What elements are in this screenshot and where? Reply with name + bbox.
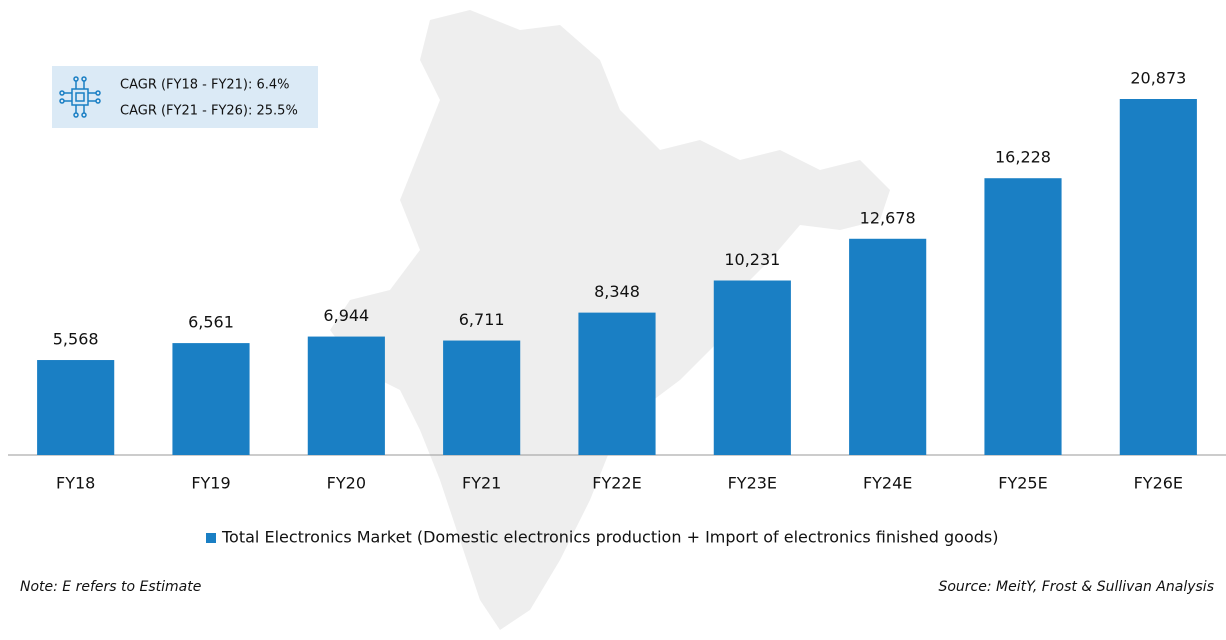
annotation: CAGR (FY21 - FY26): 25.5% <box>120 104 298 119</box>
bar <box>984 178 1062 456</box>
annotation-box <box>52 66 318 128</box>
x-tick-label: FY25E <box>998 474 1047 493</box>
x-tick-label: FY23E <box>728 474 777 493</box>
bar <box>713 280 791 455</box>
annotation: CAGR (FY18 - FY21): 6.4% <box>120 78 290 93</box>
data-label: 10,231 <box>724 250 780 269</box>
x-tick-label: FY26E <box>1134 474 1183 493</box>
x-tick-label: FY21 <box>462 474 501 493</box>
bar <box>1119 99 1197 455</box>
data-label: 8,348 <box>594 282 640 301</box>
bar <box>307 336 385 455</box>
data-label: 12,678 <box>860 208 916 227</box>
data-label: 20,873 <box>1130 69 1186 88</box>
bar <box>37 360 115 455</box>
x-tick-label: FY22E <box>592 474 641 493</box>
data-label: 6,944 <box>323 306 369 325</box>
note: Note: E refers to Estimate <box>20 579 201 595</box>
chip-icon <box>59 76 101 118</box>
bar <box>578 312 656 455</box>
data-label: 6,561 <box>188 313 234 332</box>
x-tick-label: FY18 <box>56 474 95 493</box>
x-tick-label: FY24E <box>863 474 912 493</box>
legend-label: Total Electronics Market (Domestic elect… <box>221 528 998 547</box>
x-tick-label: FY20 <box>327 474 366 493</box>
data-label: 5,568 <box>53 330 99 349</box>
bar <box>849 238 927 455</box>
legend-swatch <box>206 533 216 543</box>
bar <box>172 343 250 455</box>
x-tick-label: FY19 <box>191 474 230 493</box>
data-label: 6,711 <box>459 310 505 329</box>
bar <box>443 340 521 455</box>
source: Source: MeitY, Frost & Sullivan Analysis <box>938 579 1214 595</box>
data-label: 16,228 <box>995 148 1051 167</box>
